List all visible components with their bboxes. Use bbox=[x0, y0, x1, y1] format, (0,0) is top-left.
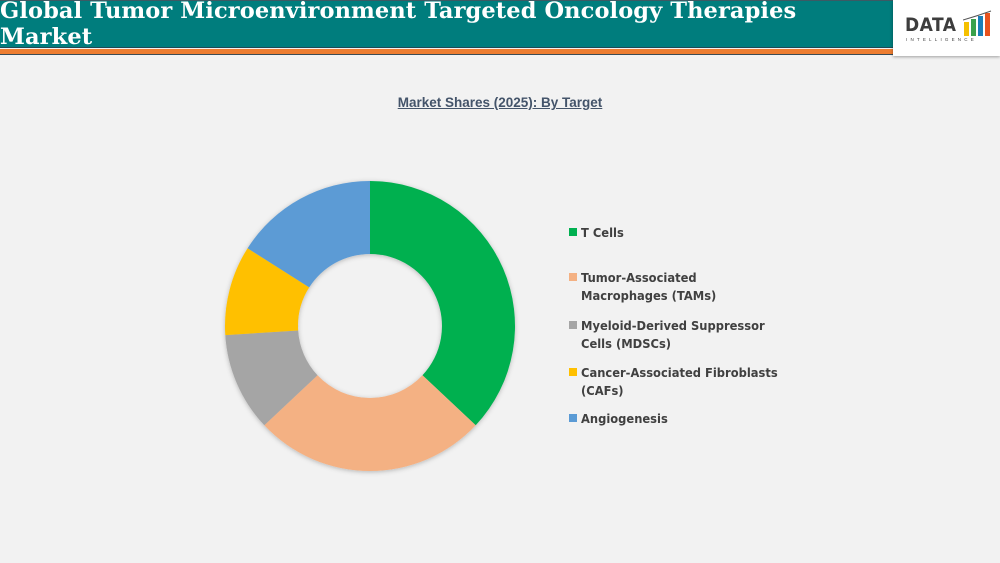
legend-item: Angiogenesis bbox=[569, 410, 799, 428]
bar-chart-logo-icon bbox=[963, 10, 992, 36]
donut-slice bbox=[247, 181, 370, 288]
donut-slice bbox=[370, 181, 515, 426]
legend-item: T Cells bbox=[569, 224, 799, 242]
legend-label: Cancer-Associated Fibroblasts (CAFs) bbox=[581, 365, 778, 398]
legend-swatch-icon bbox=[569, 273, 577, 281]
legend-swatch-icon bbox=[569, 414, 577, 422]
chart-title: Market Shares (2025): By Target bbox=[397, 95, 603, 110]
title-banner: Global Tumor Microenvironment Targeted O… bbox=[0, 0, 893, 50]
legend-item: Tumor-Associated Macrophages (TAMs) bbox=[569, 269, 799, 304]
legend-swatch-icon bbox=[569, 321, 577, 329]
legend-item: Cancer-Associated Fibroblasts (CAFs) bbox=[569, 364, 799, 399]
legend-label: Myeloid-Derived Suppressor Cells (MDSCs) bbox=[581, 318, 765, 351]
accent-bar bbox=[0, 49, 893, 55]
legend-swatch-icon bbox=[569, 368, 577, 376]
legend-label: Angiogenesis bbox=[581, 411, 668, 426]
donut-slice bbox=[264, 375, 476, 472]
donut-slice bbox=[225, 248, 310, 336]
legend-swatch-icon bbox=[569, 228, 577, 236]
logo-text: DATA bbox=[905, 14, 957, 36]
page-title: Global Tumor Microenvironment Targeted O… bbox=[0, 0, 797, 50]
logo-subtext: INTELLIGENCE bbox=[906, 37, 977, 42]
legend-label: T Cells bbox=[581, 225, 624, 240]
legend-label: Tumor-Associated Macrophages (TAMs) bbox=[581, 270, 717, 303]
legend-item: Myeloid-Derived Suppressor Cells (MDSCs) bbox=[569, 317, 799, 352]
donut-slice bbox=[225, 330, 318, 426]
logo: DATA INTELLIGENCE bbox=[893, 0, 1000, 56]
